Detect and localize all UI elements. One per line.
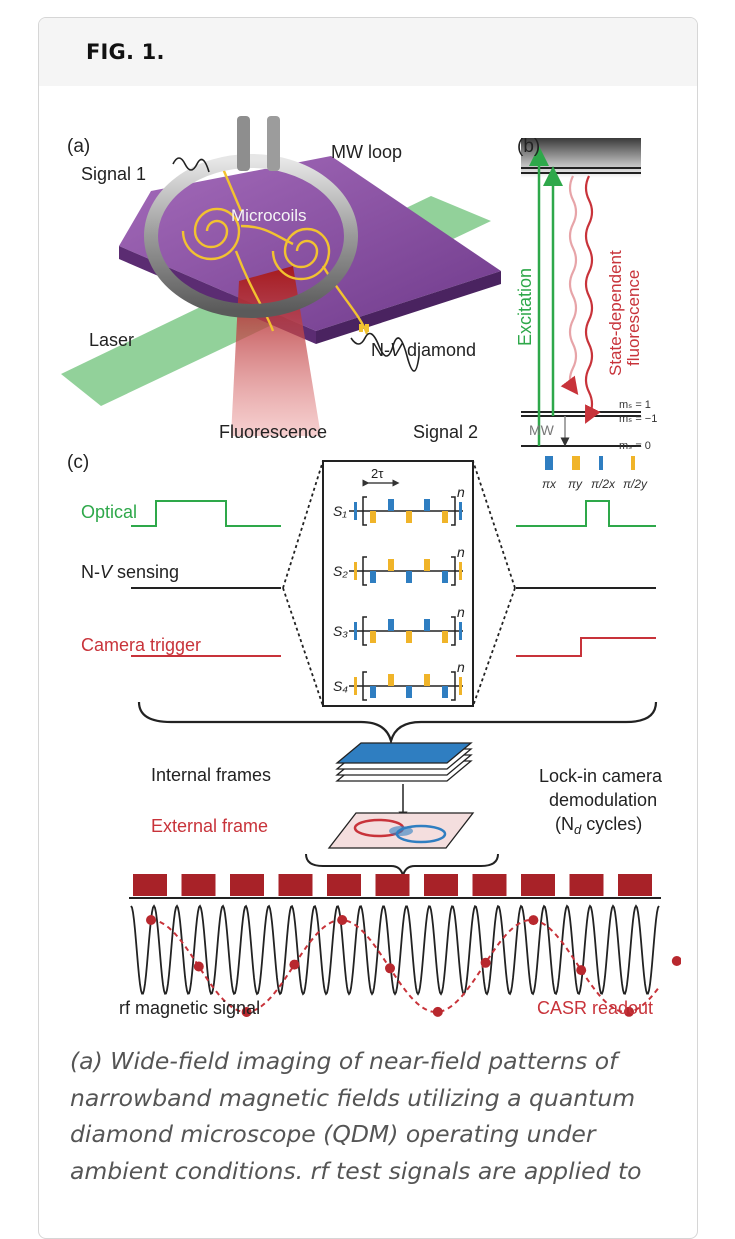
casr-point bbox=[576, 965, 587, 976]
repeat-n-label: n bbox=[457, 659, 465, 675]
trigger-blocks bbox=[133, 874, 652, 896]
casr-point bbox=[289, 959, 300, 970]
trigger-block bbox=[181, 874, 216, 896]
external-frame-label: External frame bbox=[151, 816, 268, 836]
casr-point bbox=[480, 957, 491, 968]
trigger-block bbox=[521, 874, 555, 896]
two-tau-label: 2τ bbox=[371, 466, 384, 481]
mw-label: MW bbox=[529, 422, 555, 438]
trigger-block bbox=[327, 874, 361, 896]
casr-point bbox=[671, 956, 681, 966]
frames-brace bbox=[137, 701, 658, 746]
caption-line: narrowband magnetic fields utilizing a q… bbox=[70, 1083, 636, 1112]
repeat-n-label: n bbox=[457, 484, 465, 500]
sequence-label: S₄ bbox=[333, 678, 348, 694]
casr-point bbox=[193, 961, 204, 972]
microcoils-label: Microcoils bbox=[231, 206, 307, 225]
caption-line: (a) Wide-field imaging of near-field pat… bbox=[70, 1047, 618, 1075]
figure-header: FIG. 1. bbox=[39, 18, 697, 86]
signal2-label: Signal 2 bbox=[413, 422, 478, 442]
figure-svg: (a) Signal 1 MW loop Microcoils Laser N-… bbox=[61, 116, 681, 1018]
fluorescence-label: Fluorescence bbox=[219, 422, 327, 442]
pulse-sequence-row: S₄ n bbox=[333, 659, 465, 701]
laser-label: Laser bbox=[89, 330, 134, 350]
casr-point bbox=[432, 1006, 443, 1017]
trigger-block bbox=[278, 874, 313, 896]
internal-frames-label: Internal frames bbox=[151, 765, 271, 785]
excitation-label: Excitation bbox=[515, 268, 535, 346]
legend-pi-x: πx bbox=[542, 477, 557, 491]
sequence-label: S₂ bbox=[333, 563, 348, 579]
signal1-label: Signal 1 bbox=[81, 164, 146, 184]
panel-c: (c) Optical N-V sensing Camera trigger bbox=[67, 452, 681, 1018]
sequence-box bbox=[322, 460, 474, 707]
optical-trace bbox=[131, 500, 281, 527]
rf-signal-label: rf magnetic signal bbox=[119, 998, 260, 1018]
signal2-wave bbox=[350, 332, 420, 372]
casr-point bbox=[241, 1007, 252, 1017]
legend-pi-y: πy bbox=[568, 477, 583, 491]
panel-b-label: (b) bbox=[517, 136, 540, 157]
trigger-block bbox=[472, 874, 507, 896]
rf-sine-wave bbox=[130, 904, 660, 996]
casr-point bbox=[385, 963, 395, 974]
ms-neg1-label: mₛ = −1 bbox=[619, 413, 657, 425]
trigger-block bbox=[133, 874, 167, 896]
pulse-sequence-row: S₂ n bbox=[333, 544, 465, 586]
pulse-sequence-row: S₃ n bbox=[333, 604, 465, 646]
trigger-block bbox=[569, 874, 604, 896]
trigger-block bbox=[375, 874, 410, 896]
mw-loop-label: MW loop bbox=[331, 142, 402, 162]
mw-loop bbox=[144, 154, 358, 318]
figure-card: FIG. 1. bbox=[38, 17, 698, 1239]
legend-pi2-x: π/2x bbox=[591, 477, 616, 491]
nv-diamond-label: N-V diamond bbox=[371, 340, 476, 360]
caption-line: diamond microscope (QDM) operating under bbox=[70, 1120, 596, 1148]
fluorescence-label-1: State-dependent bbox=[606, 250, 625, 376]
lockin-label-2: demodulation bbox=[549, 790, 657, 810]
pulse-sequence-row: S₁ n bbox=[333, 484, 465, 526]
camera-trigger-label: Camera trigger bbox=[81, 635, 201, 655]
pulse-sequences: S₁ n S₂ n S₃ n S₄ n bbox=[333, 484, 465, 701]
figure-title: FIG. 1. bbox=[86, 40, 165, 64]
lockin-label-1: Lock-in camera bbox=[539, 766, 663, 786]
casr-point bbox=[337, 915, 348, 925]
fluorescence-label-2: fluorescence bbox=[624, 270, 643, 366]
fluorescence-arrow-1 bbox=[560, 175, 579, 396]
casr-label: CASR readout bbox=[537, 998, 653, 1018]
panel-a: (a) Signal 1 MW loop Microcoils Laser N-… bbox=[61, 116, 501, 442]
panel-a-label: (a) bbox=[67, 136, 90, 157]
ms0-label: mₛ = 0 bbox=[619, 440, 651, 452]
repeat-n-label: n bbox=[457, 544, 465, 560]
internal-frames-stack bbox=[335, 742, 473, 782]
nv-sensing-label: N-V sensing bbox=[81, 562, 179, 582]
panel-b: (b) Excitation State-dependent fluoresce… bbox=[515, 136, 657, 491]
casr-point bbox=[146, 915, 156, 925]
trigger-block bbox=[618, 874, 652, 896]
diamond-plate bbox=[119, 156, 501, 331]
ms1-label: mₛ = 1 bbox=[619, 399, 651, 411]
panel-c-label: (c) bbox=[67, 452, 89, 473]
caption-line: ambient conditions. rf test signals are … bbox=[70, 1156, 642, 1185]
signal1-wave bbox=[172, 157, 210, 173]
figure-caption: (a) Wide-field imaging of near-field pat… bbox=[70, 1043, 670, 1189]
legend-pi2-y: π/2y bbox=[623, 477, 648, 491]
fluorescence-arrow-2 bbox=[584, 175, 601, 424]
figure-image: (a) Signal 1 MW loop Microcoils Laser N-… bbox=[61, 116, 681, 1026]
external-frame bbox=[327, 812, 475, 849]
casr-point bbox=[528, 915, 539, 926]
sequence-label: S₃ bbox=[333, 623, 348, 639]
trigger-block bbox=[230, 874, 264, 896]
sequence-label: S₁ bbox=[333, 503, 347, 519]
optical-label: Optical bbox=[81, 502, 137, 522]
trigger-block bbox=[424, 874, 458, 896]
casr-point bbox=[624, 1006, 634, 1017]
casr-points bbox=[146, 915, 681, 1017]
casr-envelope bbox=[150, 918, 660, 1013]
lockin-label-3: (Nd cycles) bbox=[555, 814, 642, 837]
repeat-n-label: n bbox=[457, 604, 465, 620]
